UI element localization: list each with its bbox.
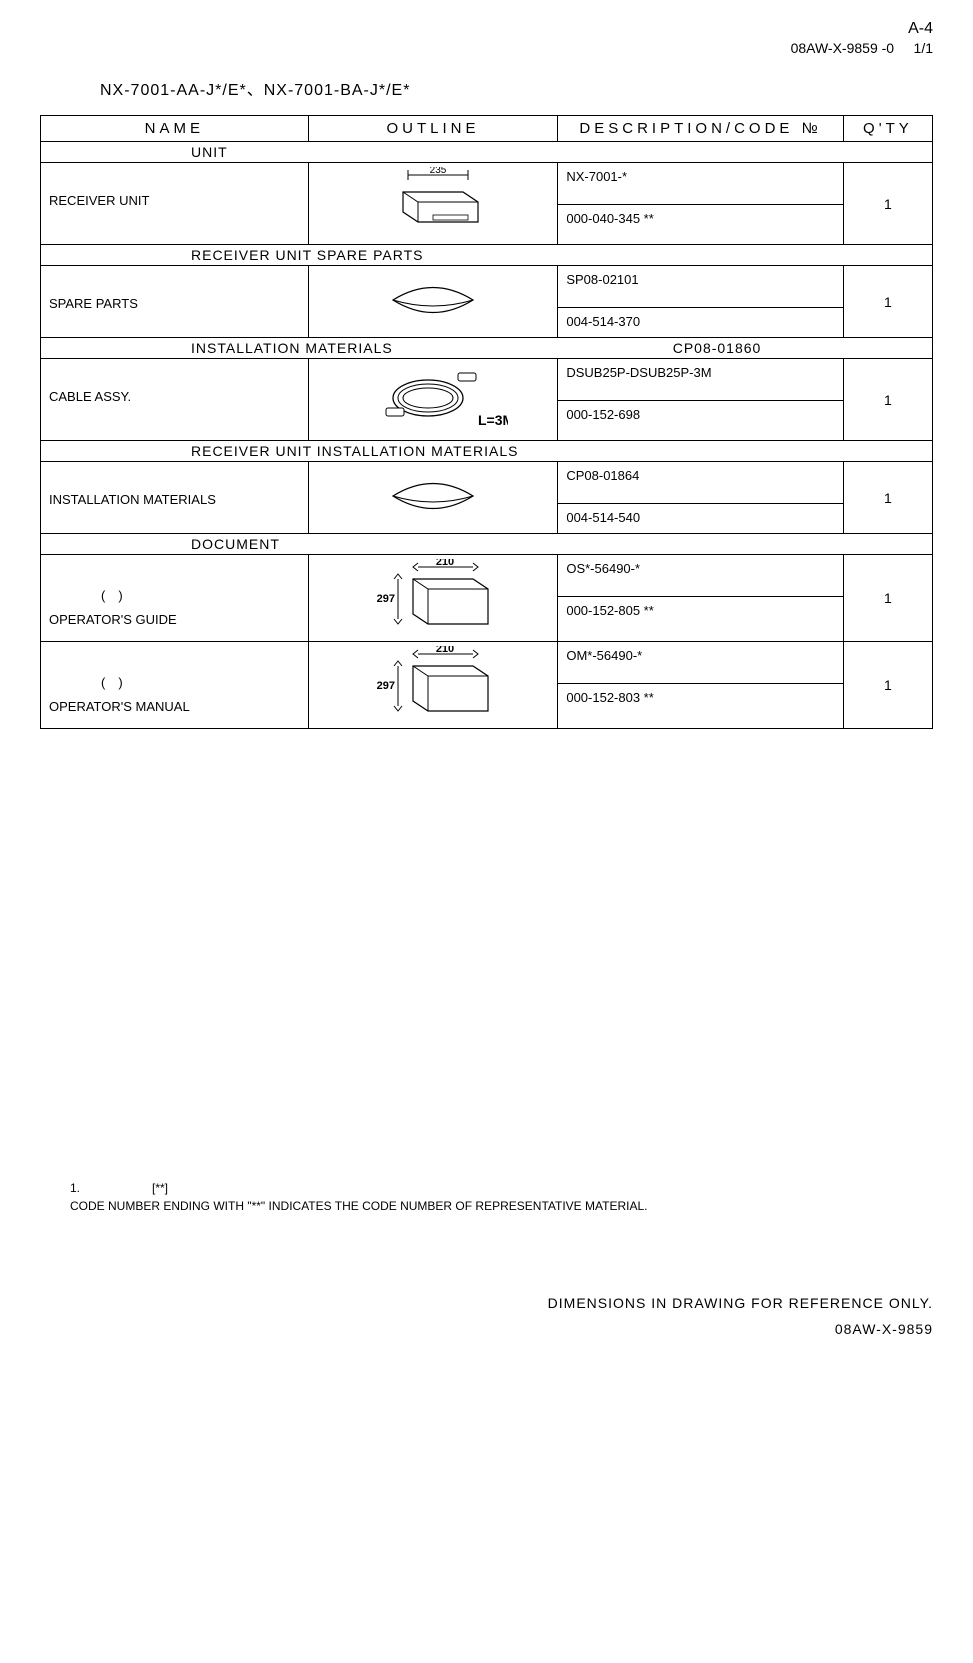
section-extra-code: CP08-01860 [673,340,762,356]
book-icon: 210 297 [363,646,503,721]
section-label: UNIT [191,144,228,160]
item-code-number: 000-040-345 ** [558,205,842,232]
section-header-row: RECEIVER UNIT INSTALLATION MATERIALS [41,441,933,462]
item-qty-cell: 1 [843,266,932,338]
item-name: RECEIVER UNIT [49,193,300,208]
item-row: ( ) OPERATOR'S GUIDE 210 297 OS*-56490-*0… [41,555,933,642]
item-outline-cell: L=3M [308,359,558,441]
footnote-line1: 1. [**] [70,1179,933,1197]
cable-icon: L=3M [358,363,508,433]
table-header-row: NAME OUTLINE DESCRIPTION/CODE № Q'TY [41,116,933,142]
svg-text:297: 297 [377,680,395,692]
section-label: DOCUMENT [191,536,280,552]
section-header-cell: RECEIVER UNIT INSTALLATION MATERIALS [41,441,933,462]
item-qty-cell: 1 [843,642,932,729]
section-header-cell: DOCUMENT [41,534,933,555]
item-name: INSTALLATION MATERIALS [49,492,300,507]
section-label: INSTALLATION MATERIALS [191,340,393,356]
item-name: SPARE PARTS [49,296,300,311]
section-header-cell: INSTALLATION MATERIALS CP08-01860 [41,338,933,359]
section-label: RECEIVER UNIT INSTALLATION MATERIALS [191,443,518,459]
svg-text:210: 210 [436,559,454,568]
header-qty: Q'TY [843,116,932,142]
item-paren: ( ) [49,585,300,604]
footer-code: 08AW-X-9859 [40,1321,933,1337]
footnote-block: 1. [**] CODE NUMBER ENDING WITH "**" IND… [70,1179,933,1215]
item-outline-cell: 210 297 [308,642,558,729]
item-name-cell: SPARE PARTS [41,266,309,338]
pouch-icon [373,466,493,526]
section-header-cell: UNIT [41,142,933,163]
header-outline: OUTLINE [308,116,558,142]
model-line: NX-7001-AA-J*/E*、NX-7001-BA-J*/E* [100,76,933,100]
section-header-row: DOCUMENT [41,534,933,555]
svg-text:297: 297 [377,593,395,605]
item-name: OPERATOR'S GUIDE [49,612,300,627]
item-outline-cell: 210 297 [308,555,558,642]
page-id: A-4 [40,20,933,38]
item-row: ( ) OPERATOR'S MANUAL 210 297 OM*-56490-*… [41,642,933,729]
item-code-number: 000-152-803 ** [558,684,842,711]
section-header-row: UNIT [41,142,933,163]
item-desc-code: SP08-02101 [558,266,842,308]
item-row: SPARE PARTS SP08-02101004-514-3701 [41,266,933,338]
item-name: CABLE ASSY. [49,389,300,404]
item-row: RECEIVER UNIT 235 NX-7001-*000-040-345 *… [41,163,933,245]
pouch-icon [373,270,493,330]
item-name-cell: INSTALLATION MATERIALS [41,462,309,534]
item-qty-cell: 1 [843,555,932,642]
packing-list-table: NAME OUTLINE DESCRIPTION/CODE № Q'TY UNI… [40,115,933,729]
item-name-cell: CABLE ASSY. [41,359,309,441]
item-outline-cell: 235 [308,163,558,245]
item-desc-code: NX-7001-* [558,163,842,205]
item-row: INSTALLATION MATERIALS CP08-01864004-514… [41,462,933,534]
svg-text:235: 235 [430,167,447,176]
header-description: DESCRIPTION/CODE № [558,116,843,142]
svg-text:210: 210 [436,646,454,655]
item-name-cell: ( ) OPERATOR'S GUIDE [41,555,309,642]
item-row: CABLE ASSY. L=3M DSUB25P-DSUB25P-3M000-1… [41,359,933,441]
item-outline-cell [308,266,558,338]
section-header-row: INSTALLATION MATERIALS CP08-01860 [41,338,933,359]
header-name: NAME [41,116,309,142]
section-header-cell: RECEIVER UNIT SPARE PARTS [41,245,933,266]
item-desc-cell: CP08-01864004-514-540 [558,462,843,534]
item-desc-cell: OM*-56490-*000-152-803 ** [558,642,843,729]
item-code-number: 004-514-540 [558,504,842,531]
item-name-cell: RECEIVER UNIT [41,163,309,245]
item-desc-code: DSUB25P-DSUB25P-3M [558,359,842,401]
doc-code-line: 08AW-X-9859 -0 1/1 [40,40,933,56]
item-qty-cell: 1 [843,163,932,245]
svg-text:L=3M: L=3M [478,412,508,428]
header-block: A-4 08AW-X-9859 -0 1/1 [40,20,933,56]
page-num: 1/1 [914,40,933,56]
footnote-line2: CODE NUMBER ENDING WITH "**" INDICATES T… [70,1197,933,1215]
item-code-number: 000-152-805 ** [558,597,842,624]
section-label: RECEIVER UNIT SPARE PARTS [191,247,423,263]
item-code-number: 000-152-698 [558,401,842,428]
item-desc-code: OM*-56490-* [558,642,842,684]
receiver-box-icon: 235 [373,167,493,237]
item-name: OPERATOR'S MANUAL [49,699,300,714]
item-desc-code: CP08-01864 [558,462,842,504]
item-paren: ( ) [49,672,300,691]
item-desc-cell: SP08-02101004-514-370 [558,266,843,338]
item-qty-cell: 1 [843,462,932,534]
footer-block: DIMENSIONS IN DRAWING FOR REFERENCE ONLY… [40,1295,933,1337]
item-qty-cell: 1 [843,359,932,441]
item-outline-cell [308,462,558,534]
book-icon: 210 297 [363,559,503,634]
item-desc-cell: OS*-56490-*000-152-805 ** [558,555,843,642]
footer-text: DIMENSIONS IN DRAWING FOR REFERENCE ONLY… [40,1295,933,1311]
item-desc-cell: NX-7001-*000-040-345 ** [558,163,843,245]
item-desc-code: OS*-56490-* [558,555,842,597]
item-name-cell: ( ) OPERATOR'S MANUAL [41,642,309,729]
section-header-row: RECEIVER UNIT SPARE PARTS [41,245,933,266]
doc-code: 08AW-X-9859 -0 [791,40,895,56]
item-desc-cell: DSUB25P-DSUB25P-3M000-152-698 [558,359,843,441]
item-code-number: 004-514-370 [558,308,842,335]
